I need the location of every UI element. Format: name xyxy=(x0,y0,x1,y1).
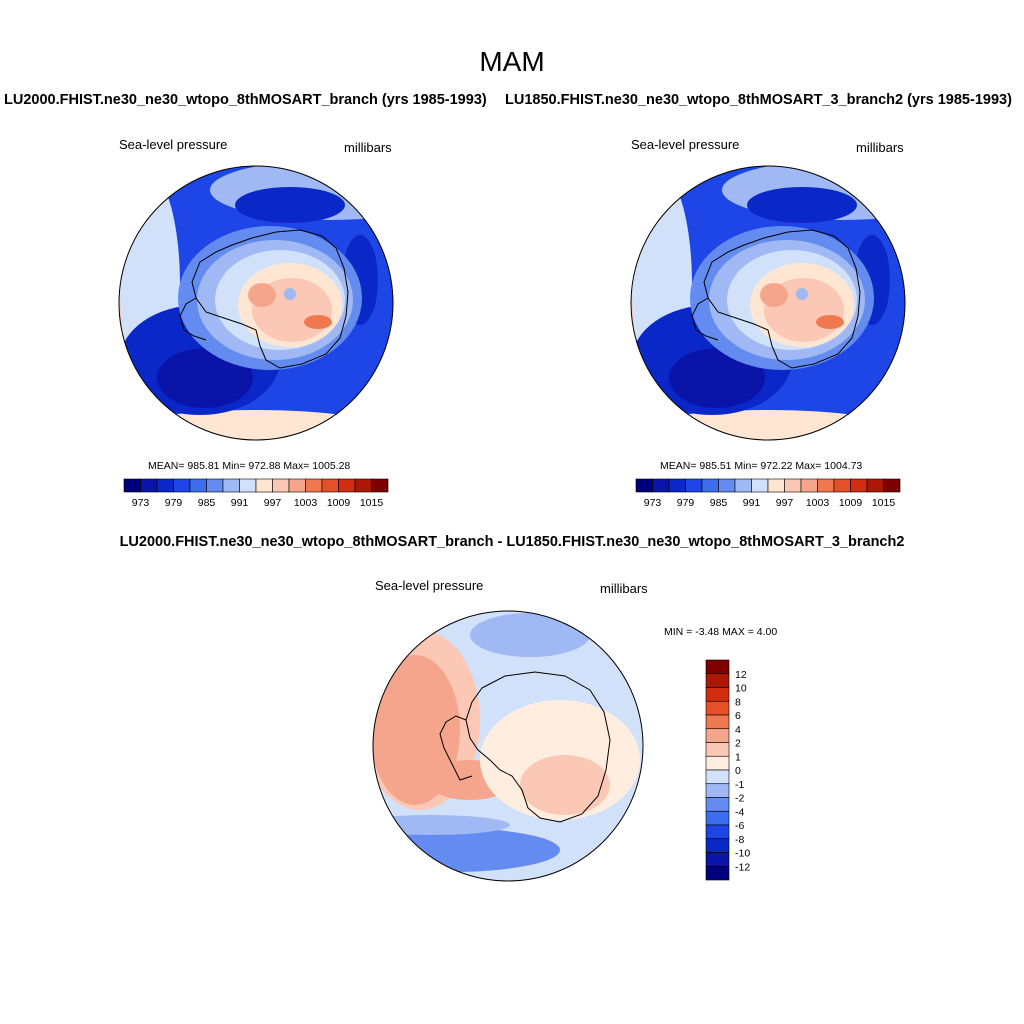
difference-slp-map xyxy=(372,610,644,882)
left-colorbar-swatch-10 xyxy=(288,478,306,493)
diff-colorbar-swatch-13 xyxy=(705,838,730,853)
left-colorbar-swatch-15 xyxy=(371,478,389,493)
left-colorbar-swatch-13 xyxy=(338,478,356,493)
right-colorbar-tick-label: 997 xyxy=(776,497,794,509)
left-colorbar-swatch-3 xyxy=(173,478,191,493)
diff-colorbar-swatch-11 xyxy=(705,810,730,826)
left-colorbar-swatch-12 xyxy=(321,478,339,493)
right-colorbar-swatch-4 xyxy=(701,478,719,493)
left-stats: MEAN= 985.81 Min= 972.88 Max= 1005.28 xyxy=(148,460,351,472)
right-colorbar-swatch-14 xyxy=(866,478,884,493)
diff-colorbar-swatch-15 xyxy=(705,865,730,881)
right-colorbar-tick-label: 1015 xyxy=(872,497,896,509)
left-colorbar-swatch-14 xyxy=(354,478,372,493)
right-colorbar-swatch-9 xyxy=(784,478,802,493)
right-colorbar: 973 979 985 991 997 1003 1009 1015 xyxy=(635,478,901,509)
diff-colorbar-swatch-12 xyxy=(705,824,730,840)
left-colorbar-tick-label: 1015 xyxy=(360,497,384,509)
diff-colorbar-tick-label: 2 xyxy=(735,738,741,750)
right-colorbar-swatch-12 xyxy=(833,478,851,493)
right-colorbar-tick-label: 985 xyxy=(710,497,728,509)
left-colorbar-tick-label: 979 xyxy=(165,497,183,509)
left-colorbar: 973 979 985 991 997 1003 1009 1015 xyxy=(123,478,389,509)
right-slp-map xyxy=(630,165,906,441)
diff-colorbar-swatch-9 xyxy=(705,783,730,798)
diff-colorbar-swatch-10 xyxy=(705,797,730,812)
diff-colorbar-tick-label: 0 xyxy=(735,765,741,777)
diff-colorbar-tick-label: -2 xyxy=(735,793,744,805)
diff-variable-label: Sea-level pressure xyxy=(375,578,484,593)
right-colorbar-tick-label: 1009 xyxy=(839,497,863,509)
right-colorbar-swatch-3 xyxy=(685,478,703,493)
left-slp-map xyxy=(118,165,394,441)
right-colorbar-swatch-0 xyxy=(635,478,653,493)
right-colorbar-swatch-6 xyxy=(734,478,752,493)
right-colorbar-swatch-15 xyxy=(883,478,901,493)
left-colorbar-swatch-11 xyxy=(305,478,323,493)
diff-colorbar-swatch-6 xyxy=(705,742,730,757)
diff-colorbar-swatch-2 xyxy=(705,687,730,702)
right-colorbar-swatch-8 xyxy=(767,478,785,493)
right-colorbar-tick-label: 1003 xyxy=(806,497,830,509)
left-colorbar-tick-label: 985 xyxy=(198,497,216,509)
left-colorbar-tick-label: 1009 xyxy=(327,497,351,509)
left-colorbar-swatch-9 xyxy=(272,478,290,493)
right-colorbar-swatch-10 xyxy=(800,478,818,493)
right-colorbar-swatch-11 xyxy=(817,478,835,493)
right-colorbar-swatch-5 xyxy=(718,478,736,493)
right-colorbar-swatch-13 xyxy=(850,478,868,493)
diff-colorbar-tick-label: 10 xyxy=(735,683,747,695)
diff-colorbar-swatch-0 xyxy=(705,659,730,675)
left-colorbar-swatch-6 xyxy=(222,478,240,493)
left-colorbar-tick-label: 973 xyxy=(132,497,150,509)
diff-colorbar-tick-label: 4 xyxy=(735,724,741,736)
right-stats: MEAN= 985.51 Min= 972.22 Max= 1004.73 xyxy=(660,460,863,472)
left-colorbar-tick-label: 997 xyxy=(264,497,282,509)
right-colorbar-tick-label: 973 xyxy=(644,497,662,509)
diff-colorbar-tick-label: -4 xyxy=(735,806,744,818)
left-colorbar-tick-label: 1003 xyxy=(294,497,318,509)
diff-stats: MIN = -3.48 MAX = 4.00 xyxy=(664,626,778,638)
left-colorbar-swatch-7 xyxy=(239,478,257,493)
right-colorbar-tick-label: 979 xyxy=(677,497,695,509)
left-units-label: millibars xyxy=(344,140,392,155)
left-panel-title: LU2000.FHIST.ne30_ne30_wtopo_8thMOSART_b… xyxy=(4,92,487,108)
right-colorbar-swatch-1 xyxy=(652,478,670,493)
diff-colorbar-tick-label: -12 xyxy=(735,861,750,873)
diff-colorbar-tick-label: 12 xyxy=(735,669,747,681)
left-colorbar-swatch-1 xyxy=(140,478,158,493)
right-colorbar-swatch-2 xyxy=(668,478,686,493)
left-colorbar-swatch-2 xyxy=(156,478,174,493)
diff-colorbar-swatch-5 xyxy=(705,728,730,743)
diff-colorbar-tick-label: -1 xyxy=(735,779,744,791)
diff-colorbar-swatch-1 xyxy=(705,673,730,688)
right-units-label: millibars xyxy=(856,140,904,155)
diff-colorbar-tick-label: 6 xyxy=(735,710,741,722)
left-colorbar-swatch-5 xyxy=(206,478,224,493)
right-panel-title: LU1850.FHIST.ne30_ne30_wtopo_8thMOSART_3… xyxy=(505,92,1012,108)
figure-title: MAM xyxy=(479,46,545,77)
diff-colorbar-tick-label: 8 xyxy=(735,696,741,708)
diff-colorbar-tick-label: -10 xyxy=(735,848,750,860)
left-variable-label: Sea-level pressure xyxy=(119,137,228,152)
diff-colorbar-swatch-14 xyxy=(705,852,730,867)
difference-panel-title: LU2000.FHIST.ne30_ne30_wtopo_8thMOSART_b… xyxy=(119,534,905,550)
diff-colorbar-swatch-3 xyxy=(705,700,730,716)
diff-colorbar-swatch-7 xyxy=(705,755,730,771)
left-colorbar-swatch-4 xyxy=(189,478,207,493)
diff-units-label: millibars xyxy=(600,581,648,596)
diff-colorbar-tick-label: -6 xyxy=(735,820,744,832)
left-colorbar-tick-label: 991 xyxy=(231,497,249,509)
diff-colorbar-tick-label: 1 xyxy=(735,751,741,763)
diff-colorbar-swatch-8 xyxy=(705,769,730,785)
right-colorbar-tick-label: 991 xyxy=(743,497,761,509)
diff-colorbar-tick-label: -8 xyxy=(735,834,744,846)
left-colorbar-swatch-0 xyxy=(123,478,141,493)
left-colorbar-swatch-8 xyxy=(255,478,273,493)
diff-colorbar-swatch-4 xyxy=(705,714,730,730)
right-variable-label: Sea-level pressure xyxy=(631,137,740,152)
right-colorbar-swatch-7 xyxy=(751,478,769,493)
